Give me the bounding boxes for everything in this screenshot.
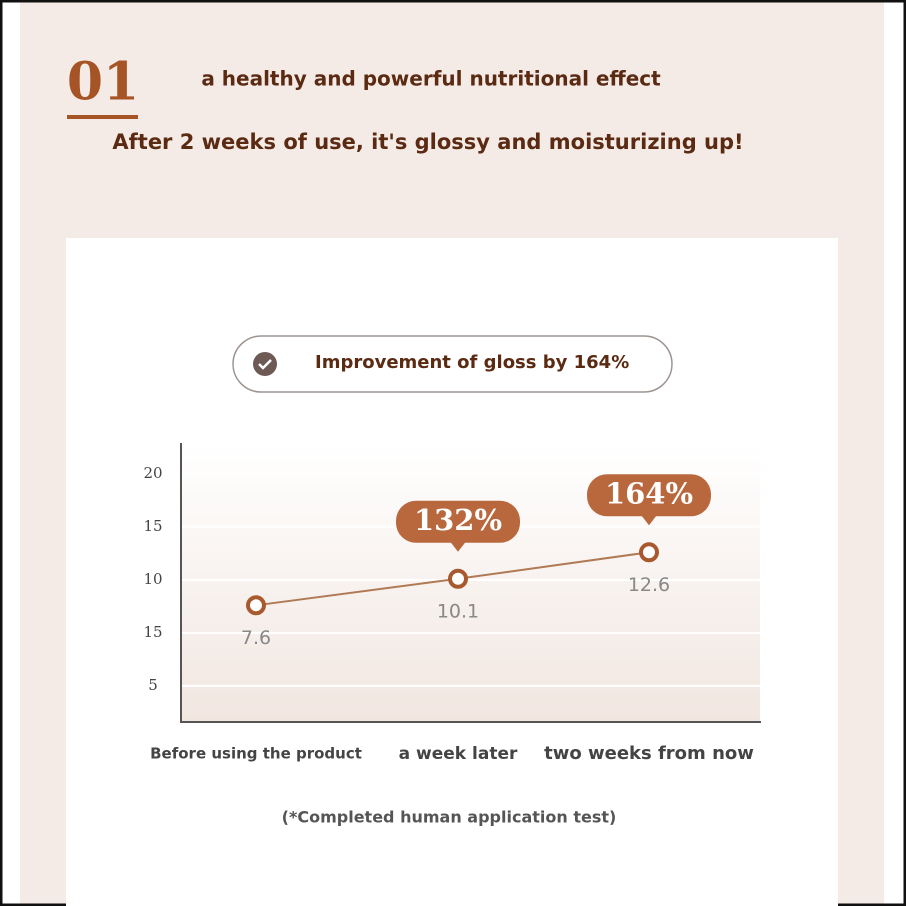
data-point (246, 595, 266, 616)
footnote: (*Completed human application test) (282, 808, 617, 827)
data-label: 7.6 (241, 627, 271, 649)
header-subtitle: After 2 weeks of use, it's glossy and mo… (112, 130, 743, 154)
x-tick-label: a week later (399, 744, 518, 764)
y-tick-label: 5 (148, 676, 158, 694)
y-tick-label: 15 (143, 517, 162, 535)
callout-label: 164% (605, 476, 693, 510)
check-icon (253, 352, 277, 376)
header-title: a healthy and powerful nutritional effec… (201, 67, 661, 91)
data-label: 10.1 (437, 600, 479, 622)
y-tick-label: 15 (143, 623, 162, 641)
section-number: 01 (67, 52, 139, 113)
chart-title: Improvement of gloss by 164% (315, 352, 629, 373)
x-tick-label: two weeks from now (544, 743, 754, 764)
headline-pill (232, 335, 673, 393)
data-point (639, 542, 659, 563)
callout-bubble (396, 500, 520, 552)
check-mark (258, 359, 272, 370)
callout-bubble (587, 474, 711, 526)
y-tick-label: 20 (143, 464, 162, 482)
y-tick-label: 10 (143, 570, 162, 588)
callout-label: 132% (414, 503, 502, 537)
x-tick-label: Before using the product (150, 745, 362, 763)
data-point (448, 568, 468, 589)
number-underline (67, 115, 138, 119)
data-label: 12.6 (628, 574, 670, 596)
